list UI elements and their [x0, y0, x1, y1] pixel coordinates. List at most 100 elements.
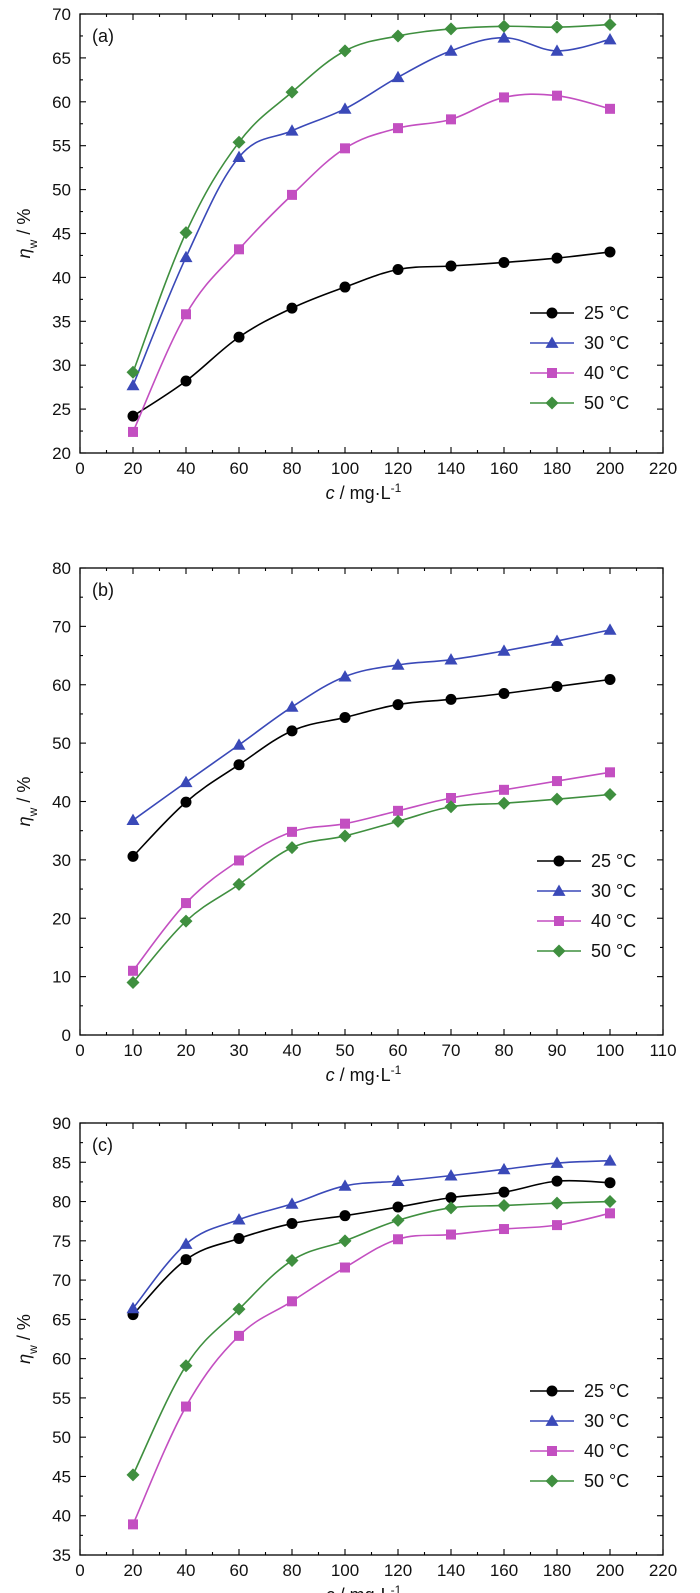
x-tick-label: 50: [336, 1041, 355, 1060]
data-point: [445, 693, 457, 705]
series-line-4: [132, 23, 611, 373]
legend-marker: [547, 368, 557, 378]
data-point: [285, 700, 299, 712]
data-point: [550, 634, 564, 646]
x-tick-label: 60: [230, 459, 249, 478]
x-tick-label: 10: [124, 1041, 143, 1060]
data-point: [551, 1175, 563, 1187]
data-point: [603, 787, 617, 801]
y-tick-label: 75: [52, 1232, 71, 1251]
data-point: [497, 19, 511, 33]
legend-marker: [552, 944, 566, 958]
data-point: [391, 1174, 405, 1186]
legend-label: 30 °C: [591, 881, 636, 901]
x-tick-label: 0: [75, 459, 84, 478]
data-point: [180, 375, 192, 387]
data-point: [285, 1253, 299, 1267]
legend-marker: [545, 1474, 559, 1488]
data-point: [338, 102, 352, 114]
data-point: [126, 975, 140, 989]
legend-marker: [552, 884, 566, 896]
data-point: [338, 44, 352, 58]
panel-1: 0 20 40 60 80 100 120 140 160 180 200 2202025303540…: [14, 5, 677, 503]
x-axis-var: c: [326, 1585, 335, 1593]
panel-2: 0 10 20 30 40 50 60 70 80 90 100 110 0 10 20 30 40 50 60 70…: [14, 559, 677, 1085]
data-point: [392, 263, 404, 275]
y-tick-label: 10: [52, 968, 71, 987]
data-point: [446, 114, 456, 125]
x-tick-label: 20: [124, 1561, 143, 1580]
data-point: [233, 759, 245, 771]
data-point: [497, 796, 511, 810]
data-point: [393, 123, 403, 134]
data-point: [391, 70, 405, 83]
data-point: [179, 775, 193, 788]
x-tick-label: 30: [230, 1041, 249, 1060]
legend-marker: [553, 855, 565, 867]
x-axis-sup: -1: [391, 1063, 402, 1077]
y-axis-sub: w: [26, 239, 40, 249]
data-point: [126, 1468, 140, 1482]
y-axis-title: ηw / %: [14, 777, 40, 827]
data-point: [232, 877, 246, 891]
x-tick-label: 160: [490, 459, 518, 478]
data-point: [180, 1254, 192, 1266]
y-tick-label: 55: [52, 137, 71, 156]
data-point: [603, 1154, 617, 1166]
x-axis-sup: -1: [391, 1583, 402, 1593]
data-point: [338, 829, 352, 843]
x-tick-label: 140: [437, 1561, 465, 1580]
series-line-1: [132, 1179, 611, 1316]
data-point: [603, 1195, 617, 1209]
y-tick-label: 65: [52, 49, 71, 68]
data-point: [445, 260, 457, 272]
data-point: [338, 670, 352, 682]
series-line-3: [132, 93, 611, 433]
data-point: [391, 29, 405, 43]
series-line-2: [132, 629, 611, 821]
data-point: [498, 688, 510, 700]
data-point: [232, 1213, 246, 1225]
y-axis-var: η: [14, 1354, 34, 1364]
data-point: [128, 426, 138, 437]
y-tick-label: 70: [52, 5, 71, 24]
data-point: [126, 378, 140, 391]
panel-label: (b): [92, 580, 114, 600]
x-tick-label: 200: [596, 459, 624, 478]
x-axis-sup: -1: [391, 481, 402, 495]
data-point: [393, 805, 403, 816]
data-point: [605, 103, 615, 114]
data-point: [499, 92, 509, 103]
data-point: [285, 124, 299, 136]
series-line-4: [132, 793, 611, 983]
data-point: [445, 1192, 457, 1204]
x-axis-var: c: [326, 1065, 335, 1085]
data-point: [604, 1177, 616, 1189]
x-tick-label: 110: [649, 1041, 676, 1060]
y-tick-label: 80: [52, 1193, 71, 1212]
series-line-2: [132, 36, 611, 386]
x-tick-label: 180: [543, 459, 571, 478]
x-tick-label: 0: [75, 1041, 84, 1060]
legend-label: 30 °C: [584, 333, 629, 353]
legend-marker: [546, 307, 558, 319]
y-tick-label: 85: [52, 1153, 71, 1172]
y-tick-label: 70: [52, 617, 71, 636]
data-point: [551, 252, 563, 264]
y-tick-label: 25: [52, 400, 71, 419]
data-point: [551, 681, 563, 693]
data-point: [444, 22, 458, 36]
legend-marker: [545, 336, 559, 348]
data-point: [180, 796, 192, 808]
y-tick-label: 20: [52, 909, 71, 928]
data-point: [127, 850, 139, 862]
y-tick-label: 40: [52, 793, 71, 812]
data-point: [287, 826, 297, 837]
series-line-3: [132, 771, 611, 972]
data-point: [603, 623, 617, 635]
y-axis-title: ηw / %: [14, 209, 40, 259]
data-point: [446, 1229, 456, 1240]
y-axis-sub: w: [26, 1345, 40, 1355]
data-point: [234, 1330, 244, 1341]
data-point: [391, 658, 405, 670]
